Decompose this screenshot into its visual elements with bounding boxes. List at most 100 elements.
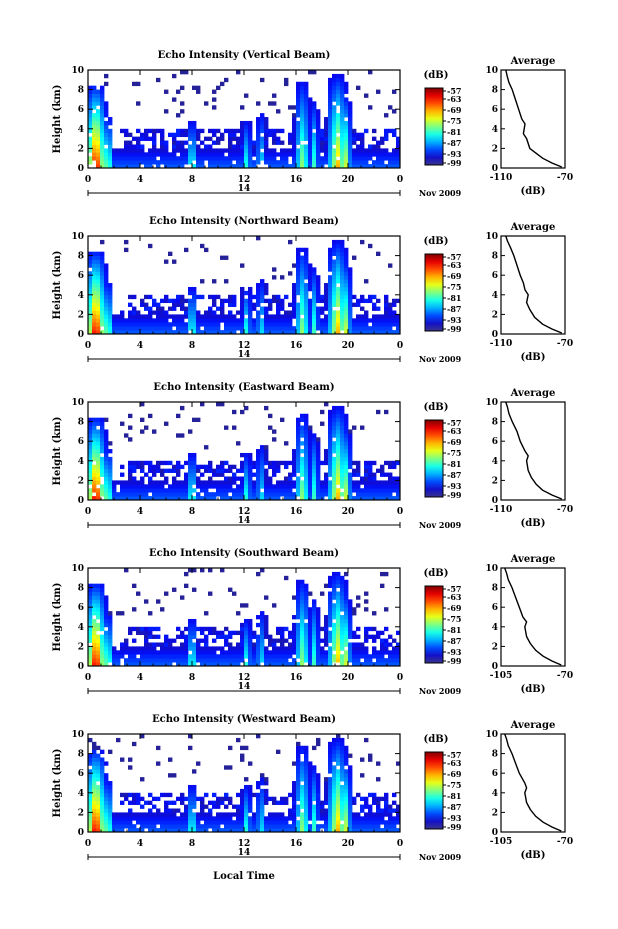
heatmap-cell bbox=[268, 156, 273, 161]
average-profile-line bbox=[505, 69, 563, 168]
heatmap-cell bbox=[188, 120, 193, 126]
heatmap-cell bbox=[196, 658, 201, 663]
heatmap-cell bbox=[208, 484, 213, 489]
heatmap-cell bbox=[100, 128, 105, 134]
heatmap-cell bbox=[92, 622, 97, 628]
heatmap-cell bbox=[344, 298, 349, 304]
heatmap-cell bbox=[96, 148, 101, 153]
heatmap-cell bbox=[144, 599, 149, 604]
heatmap-cell bbox=[312, 777, 317, 782]
heatmap-cell bbox=[240, 302, 245, 307]
x-tick-label: 20 bbox=[342, 507, 355, 517]
heatmap-cell bbox=[344, 101, 349, 106]
heatmap-cell bbox=[264, 630, 269, 636]
heatmap-cell bbox=[96, 773, 101, 778]
heatmap-cell bbox=[224, 480, 229, 485]
heatmap-cell bbox=[344, 283, 349, 288]
heatmap-cell bbox=[88, 140, 93, 145]
heatmap-cell bbox=[396, 480, 401, 485]
heatmap-cell bbox=[268, 638, 273, 643]
heatmap-cell bbox=[148, 611, 153, 616]
heatmap-cell bbox=[104, 492, 109, 497]
heatmap-cell bbox=[208, 144, 213, 149]
heatmap-cell bbox=[260, 452, 265, 458]
heatmap-cell bbox=[272, 298, 277, 304]
heatmap-cell bbox=[308, 484, 313, 489]
heatmap-cell bbox=[256, 283, 261, 288]
x-tick-label: 8 bbox=[189, 341, 195, 351]
heatmap-cell bbox=[268, 650, 273, 655]
heatmap-cell bbox=[344, 579, 349, 585]
heatmap-cell bbox=[160, 148, 165, 153]
heatmap-cell bbox=[224, 148, 229, 153]
panel-title: Echo Intensity (Eastward Beam) bbox=[153, 382, 334, 393]
heatmap-cell bbox=[328, 409, 333, 415]
heatmap-cell bbox=[356, 468, 361, 473]
heatmap-cell bbox=[144, 326, 149, 331]
heatmap-cell bbox=[308, 441, 313, 446]
heatmap-cell bbox=[356, 480, 361, 485]
heatmap-cell bbox=[272, 820, 277, 825]
heatmap-cell bbox=[348, 753, 353, 758]
heatmap-cell bbox=[256, 796, 261, 802]
heatmap-cell bbox=[92, 132, 97, 138]
heatmap-cell bbox=[260, 318, 265, 323]
date-label: Nov 2009 bbox=[419, 354, 462, 364]
heatmap-cell bbox=[128, 164, 133, 169]
heatmap-cell bbox=[120, 326, 125, 331]
heatmap-cell bbox=[152, 152, 157, 157]
heatmap-cell bbox=[260, 618, 265, 624]
heatmap-cell bbox=[320, 460, 325, 466]
heatmap-cell bbox=[264, 476, 269, 481]
heatmap-cell bbox=[300, 247, 305, 253]
heatmap-cell bbox=[296, 591, 301, 596]
heatmap-cell bbox=[112, 322, 117, 327]
heatmap-cell bbox=[308, 630, 313, 636]
heatmap-cell bbox=[268, 480, 273, 485]
heatmap-cell bbox=[304, 800, 309, 805]
heatmap-cell bbox=[188, 638, 193, 643]
average-y-tick-label: 8 bbox=[492, 750, 498, 760]
heatmap-cell bbox=[312, 480, 317, 485]
heatmap-cell bbox=[252, 322, 257, 327]
heatmap-cell bbox=[156, 599, 161, 604]
heatmap-cell bbox=[368, 476, 373, 481]
heatmap-cell bbox=[180, 433, 185, 438]
heatmap-cell bbox=[104, 160, 109, 165]
heatmap-cell bbox=[88, 626, 93, 632]
heatmap-cell bbox=[312, 452, 317, 458]
heatmap-cell bbox=[200, 658, 205, 663]
heatmap-cell bbox=[300, 796, 305, 802]
colorbar-tick-label: -57 bbox=[447, 584, 461, 594]
heatmap-cell bbox=[160, 298, 165, 304]
heatmap-cell bbox=[296, 306, 301, 311]
heatmap-cell bbox=[380, 464, 385, 470]
heatmap-cell bbox=[100, 626, 105, 632]
heatmap-cell bbox=[368, 812, 373, 817]
heatmap-cell bbox=[328, 816, 333, 821]
heatmap-cell bbox=[356, 484, 361, 489]
heatmap-cell bbox=[140, 828, 145, 833]
heatmap-cell bbox=[348, 630, 353, 636]
heatmap-cell bbox=[316, 492, 321, 497]
heatmap-cell bbox=[108, 117, 113, 122]
heatmap-cell bbox=[208, 654, 213, 659]
heatmap-cell bbox=[304, 275, 309, 280]
heatmap-cell bbox=[144, 128, 149, 134]
heatmap-cell bbox=[224, 658, 229, 663]
heatmap-cell bbox=[340, 456, 345, 462]
heatmap-cell bbox=[144, 460, 149, 466]
heatmap-cell bbox=[304, 326, 309, 331]
heatmap-cell bbox=[152, 310, 157, 315]
heatmap-cell bbox=[308, 148, 313, 153]
heatmap-cell bbox=[304, 314, 309, 319]
heatmap-cell bbox=[188, 156, 193, 161]
heatmap-cell bbox=[388, 263, 393, 268]
heatmap-cell bbox=[300, 148, 305, 153]
heatmap-cell bbox=[304, 322, 309, 327]
heatmap-cell bbox=[204, 638, 209, 643]
heatmap-cell bbox=[228, 298, 233, 304]
heatmap-cell bbox=[308, 824, 313, 829]
heatmap-cell bbox=[364, 164, 369, 169]
heatmap-cell bbox=[336, 745, 341, 751]
